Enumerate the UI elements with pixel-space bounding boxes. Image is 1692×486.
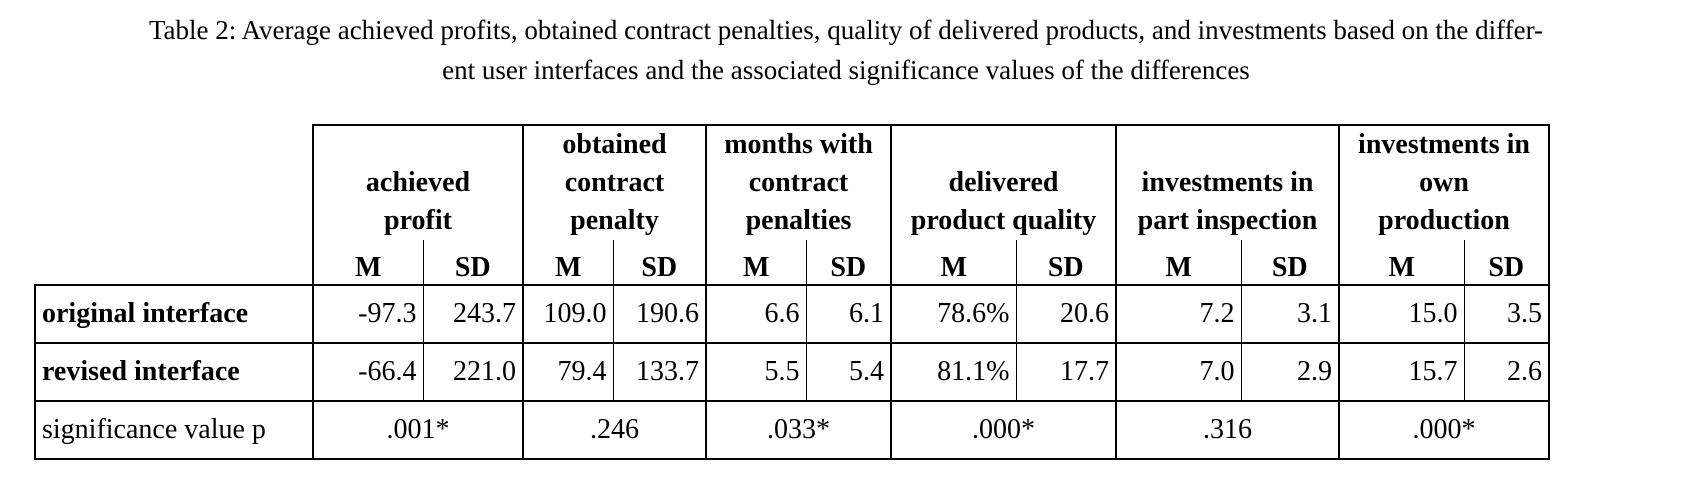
row-label-revised: revised interface <box>34 343 313 402</box>
cell-value: 3.5 <box>1463 284 1550 344</box>
cell-value: 6.1 <box>805 284 891 344</box>
cell-value: 81.1% <box>890 343 1016 402</box>
table-row-original: original interface -97.3 243.7 109.0 190… <box>34 284 1550 344</box>
significance-value: .316 <box>1115 401 1339 460</box>
caption-line-2: ent user interfaces and the associated s… <box>442 55 1250 85</box>
table-caption: Table 2: Average achieved profits, obtai… <box>20 10 1672 90</box>
group-header-row: achieved profit obtained contract penalt… <box>35 124 1550 240</box>
sub-header-m: M <box>890 240 1016 285</box>
significance-value: .000* <box>890 401 1116 460</box>
group-header-part-inspection: investments in part inspection <box>1115 124 1339 240</box>
sub-header-sd: SD <box>1015 240 1116 285</box>
row-label-original: original interface <box>34 284 313 344</box>
sub-header-sd: SD <box>1240 240 1339 285</box>
table-row-significance: significance value p .001* .246 .033* .0… <box>34 401 1550 460</box>
cell-value: 78.6% <box>890 284 1016 344</box>
group-header-own-production: investments in own production <box>1338 124 1550 240</box>
cell-value: 7.2 <box>1115 284 1241 344</box>
cell-value: 7.0 <box>1115 343 1241 402</box>
significance-value: .000* <box>1338 401 1550 460</box>
significance-value: .033* <box>705 401 891 460</box>
sub-header-row: M SD M SD M SD M SD M SD M SD <box>35 240 1550 285</box>
sub-header-m: M <box>1115 240 1241 285</box>
sub-header-m: M <box>705 240 806 285</box>
cell-value: 79.4 <box>522 343 613 402</box>
group-header-months-penalties: months with contract penalties <box>705 124 891 240</box>
sub-header-sd: SD <box>805 240 891 285</box>
results-table: achieved profit obtained contract penalt… <box>34 124 1550 460</box>
group-header-contract-penalty: obtained contract penalty <box>522 124 706 240</box>
sub-header-sd: SD <box>1463 240 1550 285</box>
cell-value: 221.0 <box>422 343 523 402</box>
cell-value: 5.4 <box>805 343 891 402</box>
cell-value: -97.3 <box>312 284 423 344</box>
sub-header-m: M <box>1338 240 1464 285</box>
group-header-product-quality: delivered product quality <box>890 124 1116 240</box>
cell-value: 109.0 <box>522 284 613 344</box>
sub-header-sd: SD <box>612 240 706 285</box>
cell-value: 15.0 <box>1338 284 1464 344</box>
table-row-revised: revised interface -66.4 221.0 79.4 133.7… <box>34 343 1550 402</box>
significance-value: .246 <box>522 401 706 460</box>
row-label-significance: significance value p <box>34 401 313 460</box>
cell-value: -66.4 <box>312 343 423 402</box>
group-header-achieved-profit: achieved profit <box>312 124 523 240</box>
caption-line-1: Table 2: Average achieved profits, obtai… <box>148 15 1544 45</box>
sub-header-sd: SD <box>422 240 523 285</box>
sub-header-m: M <box>312 240 423 285</box>
cell-value: 6.6 <box>705 284 806 344</box>
significance-value: .001* <box>312 401 523 460</box>
cell-value: 2.9 <box>1240 343 1339 402</box>
cell-value: 5.5 <box>705 343 806 402</box>
cell-value: 3.1 <box>1240 284 1339 344</box>
cell-value: 15.7 <box>1338 343 1464 402</box>
cell-value: 243.7 <box>422 284 523 344</box>
cell-value: 17.7 <box>1015 343 1116 402</box>
cell-value: 2.6 <box>1463 343 1550 402</box>
cell-value: 20.6 <box>1015 284 1116 344</box>
cell-value: 133.7 <box>612 343 706 402</box>
cell-value: 190.6 <box>612 284 706 344</box>
sub-header-m: M <box>522 240 613 285</box>
